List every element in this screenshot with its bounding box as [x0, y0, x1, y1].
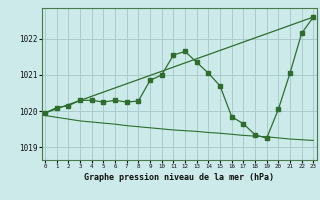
X-axis label: Graphe pression niveau de la mer (hPa): Graphe pression niveau de la mer (hPa) [84, 173, 274, 182]
